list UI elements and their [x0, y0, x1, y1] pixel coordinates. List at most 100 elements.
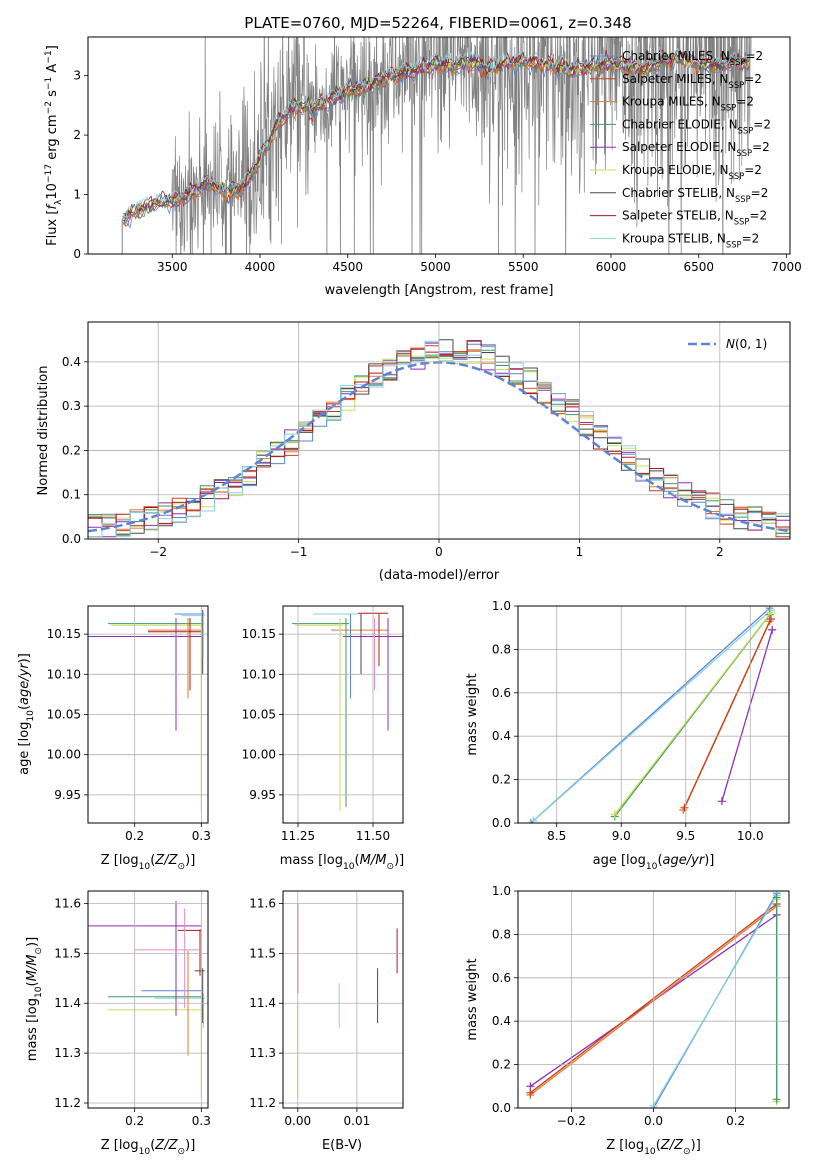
axes-mass_vs_Z: 0.2 0.3 11.2 11.3 11.4 11.5 11.6 Z [log10(Z/Z⊙)… — [25, 890, 211, 1157]
axes-frame — [282, 890, 404, 1109]
x-tick-label: 9.5 — [676, 829, 695, 843]
figure-title: PLATE=0760, MJD=52264, FIBERID=0061, z=0… — [244, 14, 631, 32]
y-axis-label: age [log10(age/yr)] — [17, 653, 36, 775]
x-tick-label: 6500 — [683, 260, 714, 274]
marker-salpeter_miles — [680, 803, 689, 812]
y-tick-label: 1.0 — [492, 884, 511, 898]
axes-mass_vs_ebv: 0.00 0.01 11.2 11.3 11.4 11.5 11.6 E(B-V) — [249, 890, 404, 1153]
x-tick-label: 0.0 — [644, 1114, 663, 1128]
y-tick-label: 9.95 — [54, 788, 81, 802]
y-tick-label: 10.05 — [242, 708, 276, 722]
x-tick-label: 5000 — [420, 260, 451, 274]
y-tick-label: 11.5 — [249, 946, 276, 960]
x-tick-label: 2 — [716, 545, 724, 559]
plot-area-spectrum — [121, 37, 752, 254]
series-salpeter_miles — [683, 618, 772, 809]
x-axis-label: wavelength [Angstrom, rest frame] — [325, 283, 554, 298]
axes-frame — [87, 36, 791, 255]
x-tick-label: 0.01 — [344, 1114, 371, 1128]
x-tick-label: 11.25 — [281, 829, 315, 843]
y-axis-label: Normed distribution — [36, 366, 51, 496]
x-tick-label: 4000 — [245, 260, 276, 274]
y-tick-label: 11.5 — [54, 946, 81, 960]
y-axis-label: mass [log10(M/M⊙)] — [25, 937, 44, 1061]
axes-frame — [282, 605, 404, 824]
y-tick-label: 0.4 — [492, 729, 511, 743]
y-tick-label: 10.00 — [242, 748, 276, 762]
axes-age_vs_mass: 11.25 11.50 9.95 10.00 10.05 10.10 10.15 mass [… — [242, 605, 404, 872]
marker-kroupa_stelib — [529, 816, 538, 823]
legend-entry: Chabrier MILES, NSSP=2 — [622, 49, 763, 67]
y-tick-label: 10.10 — [242, 667, 276, 681]
marker-salpeter_elodie — [768, 625, 777, 634]
marker-salpeter_elodie — [717, 797, 726, 806]
y-tick-label: 0.0 — [62, 532, 81, 546]
axes-frame — [87, 605, 209, 824]
y-tick-label: 0.2 — [492, 1058, 511, 1072]
y-tick-label: 0.0 — [492, 1101, 511, 1115]
series-salpeter_elodie — [721, 629, 773, 802]
x-tick-label: 1 — [576, 545, 584, 559]
y-tick-label: 10.10 — [47, 667, 81, 681]
x-tick-label: 10.0 — [737, 829, 764, 843]
y-tick-label: 1.0 — [492, 599, 511, 613]
legend: Chabrier MILES, NSSP=2 Salpeter MILES, NS… — [590, 49, 771, 249]
axes-weight_vs_Z: −0.2 0.0 0.2 0.0 0.2 0.4 0.6 0.8 1.0 mass weight Z… — [465, 884, 790, 1157]
y-tick-label: 9.95 — [249, 788, 276, 802]
x-tick-label: −1 — [290, 545, 308, 559]
legend-entry: Salpeter MILES, NSSP=2 — [622, 72, 762, 90]
plot-area-age_vs_Z — [88, 610, 205, 811]
legend-entry: Salpeter ELODIE, NSSP=2 — [622, 140, 770, 158]
plot-area-mass_vs_ebv — [297, 903, 398, 1099]
x-tick-label: 0.2 — [125, 829, 144, 843]
legend-entry: Kroupa MILES, NSSP=2 — [622, 95, 754, 113]
model-spectrum-kroupa_miles — [122, 57, 750, 227]
y-tick-label: 1 — [73, 188, 81, 202]
x-axis-label: mass [log10(M/M⊙)] — [280, 853, 404, 872]
y-axis-label: mass weight — [465, 673, 480, 755]
legend-entry: N(0, 1) — [726, 337, 767, 351]
plot-area-weight_vs_age — [526, 606, 777, 823]
y-tick-label: 11.4 — [54, 996, 81, 1010]
y-tick-label: 11.2 — [54, 1096, 81, 1110]
y-tick-label: 0.0 — [492, 816, 511, 830]
x-tick-label: 0.2 — [726, 1114, 745, 1128]
y-tick-label: 0.2 — [62, 443, 81, 457]
x-tick-label: 0.00 — [284, 1114, 311, 1128]
legend-entry: Salpeter STELIB, NSSP=2 — [622, 209, 767, 227]
y-tick-label: 0 — [73, 247, 81, 261]
y-tick-label: 11.3 — [54, 1046, 81, 1060]
axes-frame — [517, 890, 790, 1109]
legend: N(0, 1) — [688, 337, 767, 351]
x-axis-label: Z [log10(Z/Z⊙)] — [101, 1138, 196, 1157]
legend-entry: Kroupa ELODIE, NSSP=2 — [622, 163, 762, 181]
y-tick-label: 11.6 — [54, 896, 81, 910]
x-tick-label: 0.3 — [192, 829, 211, 843]
legend-entry: Chabrier STELIB, NSSP=2 — [622, 186, 768, 204]
marker-salpeter_miles — [766, 615, 775, 624]
y-tick-label: 11.2 — [249, 1096, 276, 1110]
x-tick-label: −0.2 — [557, 1114, 586, 1128]
axes-age_vs_Z: 0.2 0.3 9.95 10.00 10.05 10.10 10.15 Z [log10(Z… — [17, 605, 211, 872]
y-tick-label: 0.6 — [492, 686, 511, 700]
plot-area-mass_vs_Z — [88, 900, 205, 1099]
x-tick-label: −2 — [149, 545, 167, 559]
x-tick-label: 0.2 — [125, 1114, 144, 1128]
y-axis-label: mass weight — [465, 958, 480, 1040]
legend-entry: Kroupa STELIB, NSSP=2 — [622, 231, 759, 249]
marker-salpeter_miles — [526, 1088, 535, 1097]
x-axis-label: Z [log10(Z/Z⊙)] — [101, 853, 196, 872]
axes-spectrum: 3500 4000 4500 5000 5500 6000 6500 7000 0 1 2 3 wave… — [44, 36, 802, 298]
axes-frame — [87, 321, 791, 540]
x-tick-label: 4500 — [332, 260, 363, 274]
series-kroupa_elodie — [614, 612, 772, 815]
series-kroupa_stelib — [533, 609, 772, 822]
x-tick-label: 8.5 — [547, 829, 566, 843]
y-tick-label: 3 — [73, 69, 81, 83]
x-tick-label: 5500 — [508, 260, 539, 274]
x-tick-label: 11.50 — [356, 829, 390, 843]
x-tick-label: 6000 — [596, 260, 627, 274]
plot-area-age_vs_mass — [292, 612, 403, 811]
x-axis-label: E(B-V) — [322, 1138, 362, 1153]
